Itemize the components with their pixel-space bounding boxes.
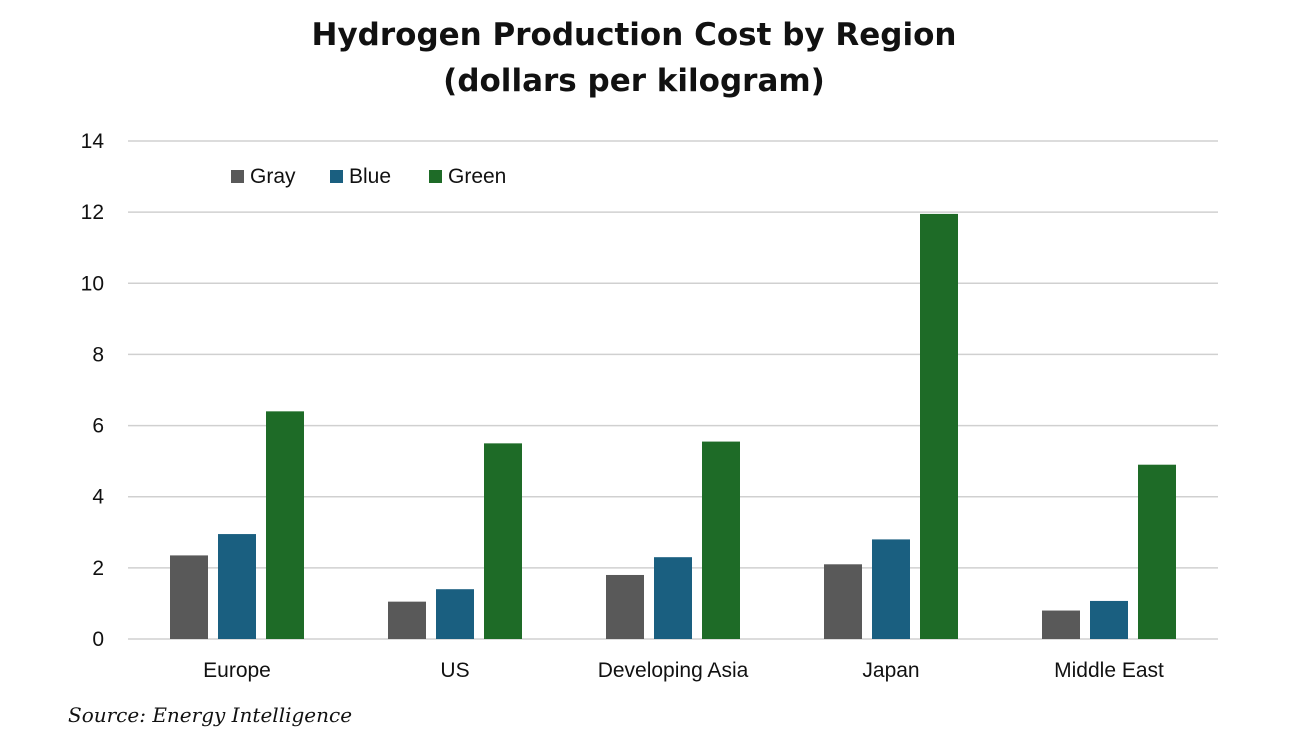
chart-title-block: Hydrogen Production Cost by Region (doll… <box>0 12 1268 104</box>
bar-gray <box>170 555 208 639</box>
x-category-label: US <box>440 659 469 682</box>
y-tick-label: 8 <box>92 343 104 366</box>
legend-swatch-green <box>429 170 442 183</box>
bar-gray <box>1042 610 1080 639</box>
legend-swatch-gray <box>231 170 244 183</box>
legend-swatch-blue <box>330 170 343 183</box>
bars <box>170 213 1176 639</box>
x-axis-labels: Europe US Developing Asia Japan Middle East <box>203 659 1164 682</box>
x-category-label: Europe <box>203 659 271 682</box>
bar-blue <box>436 589 474 639</box>
y-tick-label: 10 <box>81 272 104 295</box>
bar-gray <box>824 564 862 639</box>
y-axis-ticks: 0 2 4 6 8 10 12 14 <box>81 130 105 651</box>
x-category-label: Developing Asia <box>598 659 749 682</box>
legend-label-gray: Gray <box>250 165 296 188</box>
x-category-label: Middle East <box>1054 659 1164 682</box>
legend: Gray Blue Green <box>231 165 506 188</box>
chart-title: Hydrogen Production Cost by Region <box>311 17 957 53</box>
y-tick-label: 14 <box>81 130 105 153</box>
bar-blue <box>872 539 910 639</box>
x-category-label: Japan <box>862 659 919 682</box>
chart-subtitle: (dollars per kilogram) <box>443 63 825 99</box>
bar-green <box>266 411 304 639</box>
legend-label-green: Green <box>448 165 506 188</box>
y-tick-label: 0 <box>92 628 104 651</box>
source-note: Source: Energy Intelligence <box>68 703 353 727</box>
y-tick-label: 12 <box>81 201 104 224</box>
bar-green <box>702 441 740 639</box>
gridlines <box>128 140 1218 640</box>
bar-green <box>1138 464 1176 639</box>
bar-green <box>920 213 958 639</box>
y-tick-label: 6 <box>92 415 104 438</box>
bar-gray <box>388 601 426 639</box>
bar-blue <box>218 534 256 639</box>
bar-green <box>484 443 522 639</box>
legend-label-blue: Blue <box>349 165 391 188</box>
y-tick-label: 4 <box>92 486 104 509</box>
y-tick-label: 2 <box>92 557 104 580</box>
bar-gray <box>606 574 644 639</box>
bar-blue <box>1090 600 1128 639</box>
bar-blue <box>654 557 692 639</box>
